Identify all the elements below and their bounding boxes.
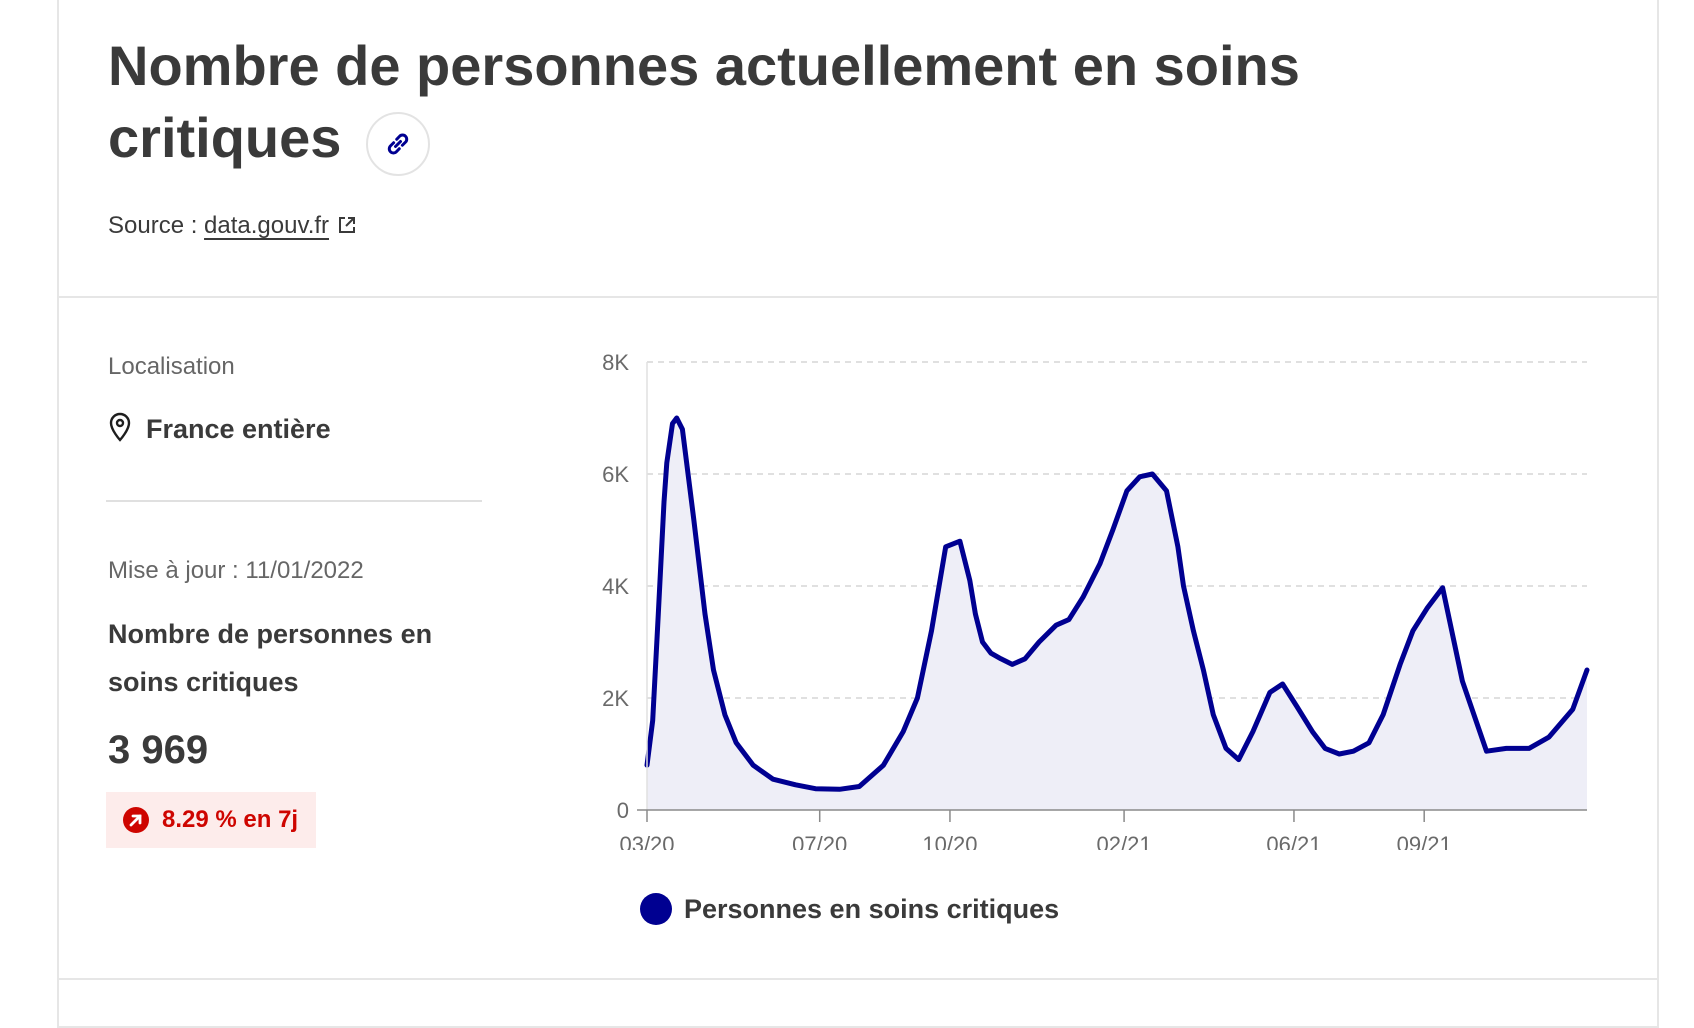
- location-label: Localisation: [108, 353, 235, 380]
- location-value: France entière: [146, 414, 331, 444]
- y-tick-label: 0: [617, 798, 629, 823]
- series-line: [644, 415, 1590, 792]
- y-tick-label: 6K: [602, 462, 629, 487]
- map-pin-icon: [109, 412, 131, 442]
- y-tick-label: 2K: [602, 686, 629, 711]
- copy-link-button[interactable]: [366, 112, 430, 176]
- source-prefix: Source :: [108, 212, 205, 239]
- page-title: Nombre de personnes actuellement en soin…: [108, 30, 1408, 174]
- source-link-text: data.gouv.fr: [204, 212, 330, 239]
- x-tick-label: 02/21: [1097, 832, 1152, 850]
- critical-care-chart: 0 2K 4K 6K 8K 03/20 07/20 10/20 02/21 06/21 09/21: [602, 350, 1590, 850]
- update-date: Mise à jour : 11/01/2022: [108, 557, 364, 584]
- legend-label: Personnes en soins critiques: [684, 893, 1060, 924]
- header-divider: [57, 296, 1659, 298]
- chart-legend: Personnes en soins critiques: [640, 893, 1059, 925]
- source-link[interactable]: data.gouv.fr: [204, 212, 357, 239]
- x-tick-label: 09/21: [1397, 832, 1452, 850]
- metric-label: Nombre de personnes en soins critiques: [108, 619, 433, 697]
- sidebar-divider: [106, 500, 482, 502]
- source-line: Source : data.gouv.fr: [108, 212, 357, 240]
- y-tick-label: 4K: [602, 574, 629, 599]
- link-icon: [387, 133, 409, 155]
- y-tick-label: 8K: [602, 350, 629, 375]
- legend-marker: [640, 893, 672, 925]
- x-tick-label: 06/21: [1266, 832, 1321, 850]
- x-tick-label: 10/20: [922, 832, 977, 850]
- location-selector: France entière: [108, 408, 331, 445]
- series-area: [647, 418, 1587, 810]
- trend-text: 8.29 % en 7j: [162, 806, 299, 833]
- external-link-icon: [339, 217, 356, 233]
- trend-badge: 8.29 % en 7j: [106, 792, 317, 848]
- arrow-up-right-circle-icon: [123, 807, 149, 833]
- bottom-divider: [57, 978, 1659, 980]
- page-title-text: Nombre de personnes actuellement en soin…: [108, 34, 1300, 169]
- x-tick-label: 07/20: [792, 832, 847, 850]
- x-tick-label: 03/20: [619, 832, 674, 850]
- metric-value: 3 969: [108, 728, 209, 772]
